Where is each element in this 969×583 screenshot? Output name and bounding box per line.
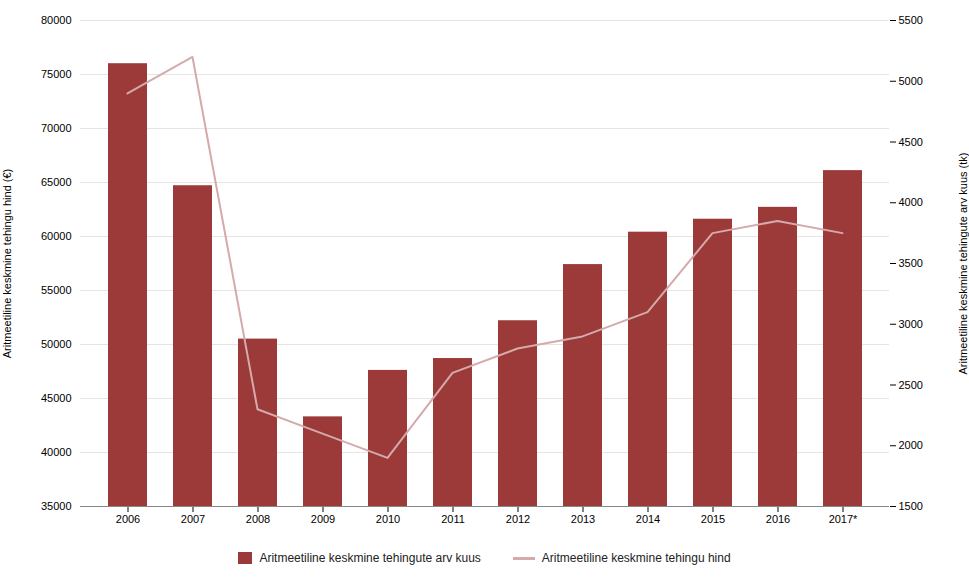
svg-text:2013: 2013 — [571, 513, 595, 525]
svg-text:3500: 3500 — [899, 257, 923, 269]
svg-text:80000: 80000 — [41, 14, 72, 26]
html-text:Aritmeetiline keskmine tehingu: Aritmeetiline keskmine tehingu hind — [541, 551, 731, 565]
svg-text:2011: 2011 — [441, 513, 465, 525]
svg-text:35000: 35000 — [41, 500, 72, 512]
svg-text:2014: 2014 — [636, 513, 660, 525]
svg-text:Aritmeetiline keskmine tehingu: Aritmeetiline keskmine tehingu hind (€) — [1, 169, 13, 359]
svg-text:3000: 3000 — [899, 318, 923, 330]
svg-text:Aritmeetiline keskmine tehingu: Aritmeetiline keskmine tehingute arv kuu… — [957, 153, 969, 375]
svg-text:4000: 4000 — [899, 196, 923, 208]
svg-text:75000: 75000 — [41, 68, 72, 80]
svg-text:1500: 1500 — [899, 500, 923, 512]
svg-text:70000: 70000 — [41, 122, 72, 134]
svg-text:2006: 2006 — [116, 513, 140, 525]
svg-text:60000: 60000 — [41, 230, 72, 242]
svg-text:2016: 2016 — [766, 513, 790, 525]
svg-text:4500: 4500 — [899, 136, 923, 148]
svg-text:5500: 5500 — [899, 14, 923, 26]
svg-text:2008: 2008 — [246, 513, 270, 525]
html-text:Aritmeetiline keskmine tehingu: Aritmeetiline keskmine tehingute arv kuu… — [259, 551, 481, 565]
svg-text:2007: 2007 — [181, 513, 205, 525]
svg-text:2500: 2500 — [899, 379, 923, 391]
svg-text:2009: 2009 — [311, 513, 335, 525]
svg-text:2000: 2000 — [899, 439, 923, 451]
svg-text:55000: 55000 — [41, 284, 72, 296]
svg-text:2010: 2010 — [376, 513, 400, 525]
svg-text:65000: 65000 — [41, 176, 72, 188]
svg-text:2015: 2015 — [701, 513, 725, 525]
svg-text:45000: 45000 — [41, 392, 72, 404]
svg-text:40000: 40000 — [41, 446, 72, 458]
svg-text:2012: 2012 — [506, 513, 530, 525]
svg-text:5000: 5000 — [899, 75, 923, 87]
svg-text:50000: 50000 — [41, 338, 72, 350]
svg-text:2017*: 2017* — [829, 513, 858, 525]
